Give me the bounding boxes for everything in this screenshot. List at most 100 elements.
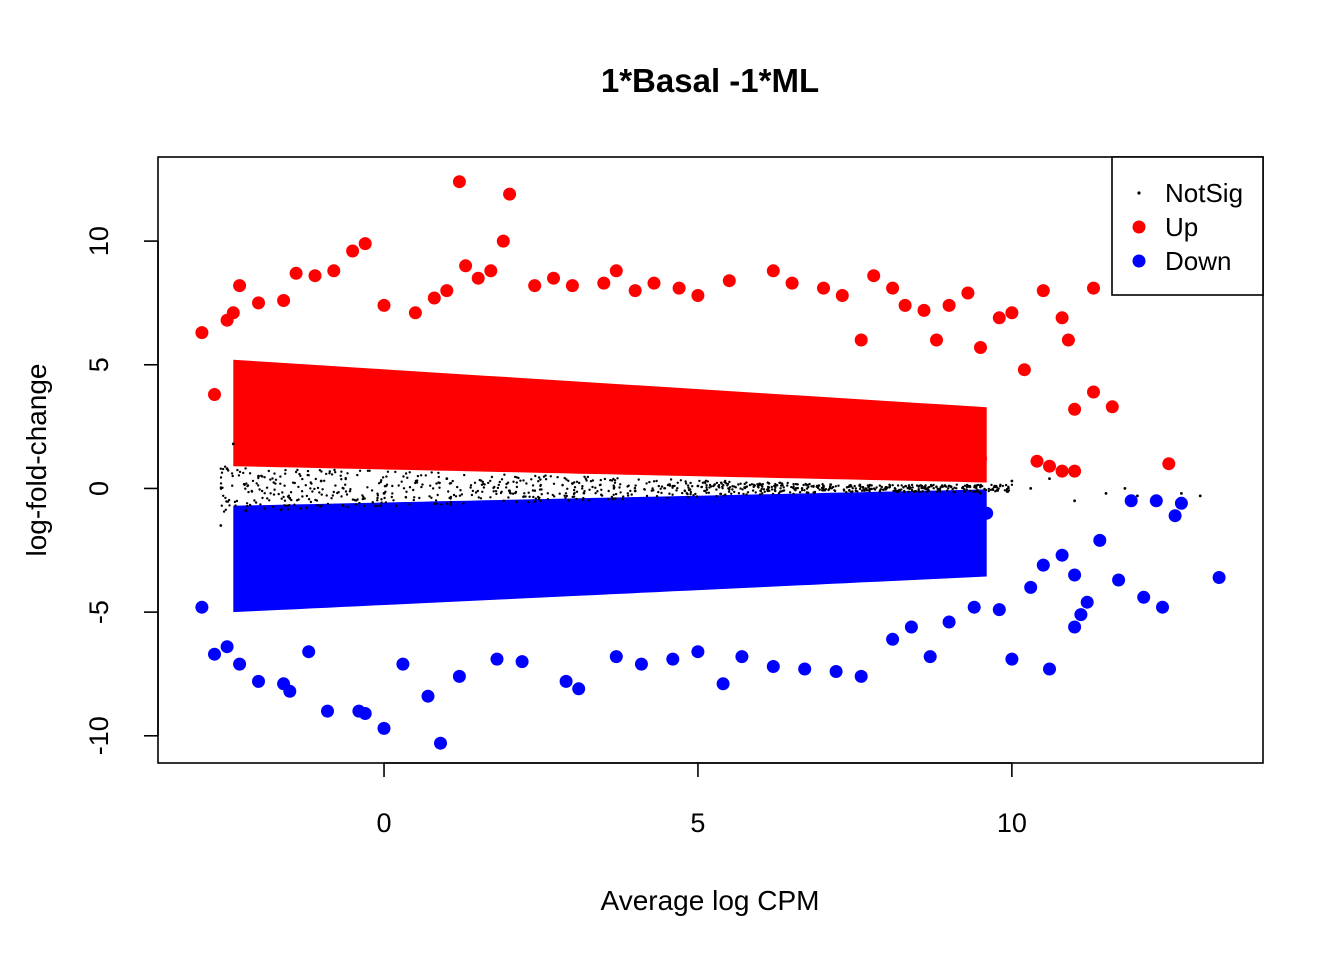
notsig-dot: [533, 500, 537, 503]
notsig-dot: [807, 491, 810, 494]
up-point: [766, 264, 780, 278]
notsig-dot: [380, 479, 383, 482]
notsig-dot: [715, 481, 719, 485]
notsig-dot: [708, 486, 711, 489]
down-point: [208, 647, 221, 661]
notsig-dot: [935, 485, 938, 488]
notsig-dot: [679, 479, 683, 482]
notsig-dot: [460, 493, 464, 496]
notsig-dot: [762, 488, 766, 491]
notsig-dot: [779, 490, 782, 493]
notsig-dot: [421, 483, 424, 486]
down-point: [1112, 573, 1126, 587]
notsig-dot: [868, 483, 872, 487]
notsig-dot: [972, 490, 975, 494]
notsig-dot: [419, 474, 423, 477]
notsig-dot: [257, 484, 260, 487]
notsig-dot: [842, 489, 846, 492]
notsig-dot: [930, 484, 933, 488]
notsig-dot: [511, 492, 515, 495]
up-point: [346, 244, 360, 258]
notsig-dot: [431, 487, 435, 490]
notsig-dot: [918, 490, 921, 494]
notsig-dot: [689, 492, 692, 496]
down-point: [854, 669, 868, 683]
down-point: [754, 536, 768, 550]
notsig-dot: [768, 482, 771, 485]
notsig-dot: [705, 491, 708, 494]
down-point: [1036, 558, 1050, 572]
notsig-dot: [307, 498, 311, 501]
notsig-dot: [522, 479, 525, 482]
notsig-dot: [309, 487, 312, 490]
notsig-dot: [703, 481, 706, 484]
notsig-dot: [599, 483, 602, 486]
notsig-dot: [851, 487, 854, 490]
up-point: [496, 234, 510, 248]
up-point: [992, 311, 1006, 325]
notsig-dot: [268, 499, 271, 502]
notsig-dot: [705, 488, 709, 491]
notsig-dot: [291, 481, 295, 484]
notsig-dot: [458, 494, 462, 497]
notsig-dot: [492, 490, 495, 493]
notsig-dot: [366, 469, 370, 472]
up-point: [358, 237, 372, 251]
notsig-dot: [822, 488, 825, 491]
notsig-dot: [671, 493, 674, 496]
notsig-dot: [284, 468, 287, 472]
notsig-dot: [346, 505, 349, 509]
notsig-dot: [581, 485, 584, 488]
notsig-dot: [713, 483, 717, 486]
notsig-dot: [253, 499, 256, 502]
notsig-dot: [733, 490, 736, 494]
notsig-dot: [737, 483, 740, 486]
down-point: [1043, 662, 1056, 676]
notsig-dot: [248, 472, 252, 475]
notsig-dot: [915, 484, 919, 487]
down-point: [798, 662, 812, 676]
notsig-dot: [437, 475, 440, 479]
notsig-dot: [448, 482, 452, 485]
notsig-dot: [402, 487, 406, 490]
notsig-dot: [726, 482, 730, 486]
down-point: [817, 526, 830, 540]
notsig-dot: [299, 507, 302, 510]
notsig-dot: [507, 496, 510, 499]
notsig-dot: [792, 492, 795, 496]
down-cloud: [233, 489, 987, 613]
notsig-dot: [728, 480, 731, 484]
down-point: [220, 640, 234, 654]
down-point: [980, 506, 994, 520]
up-point: [308, 269, 322, 283]
notsig-dot: [348, 490, 352, 493]
up-point: [440, 284, 454, 298]
x-tick-label: 0: [377, 808, 392, 838]
notsig-dot: [235, 499, 239, 503]
notsig-dot: [786, 484, 789, 487]
notsig-point: [1104, 492, 1108, 495]
up-point: [854, 333, 868, 347]
notsig-dot: [891, 484, 894, 487]
notsig-dot: [613, 479, 617, 482]
notsig-dot: [301, 495, 304, 498]
notsig-dot: [739, 487, 742, 490]
notsig-dot: [342, 487, 345, 490]
notsig-dot: [689, 490, 693, 494]
notsig-dot: [935, 490, 939, 493]
notsig-dot: [414, 481, 417, 485]
down-point: [515, 655, 529, 669]
notsig-dot: [708, 483, 712, 487]
y-tick-label: -5: [84, 600, 114, 624]
notsig-point: [288, 496, 292, 500]
notsig-dot: [817, 484, 821, 487]
notsig-dot: [531, 489, 535, 492]
notsig-dot: [613, 481, 617, 484]
notsig-dot: [244, 487, 247, 490]
notsig-dot: [429, 484, 432, 487]
notsig-dot: [537, 476, 541, 479]
notsig-dot: [606, 498, 610, 501]
notsig-dot: [320, 493, 323, 496]
notsig-dot: [284, 472, 287, 475]
notsig-point: [884, 487, 888, 490]
